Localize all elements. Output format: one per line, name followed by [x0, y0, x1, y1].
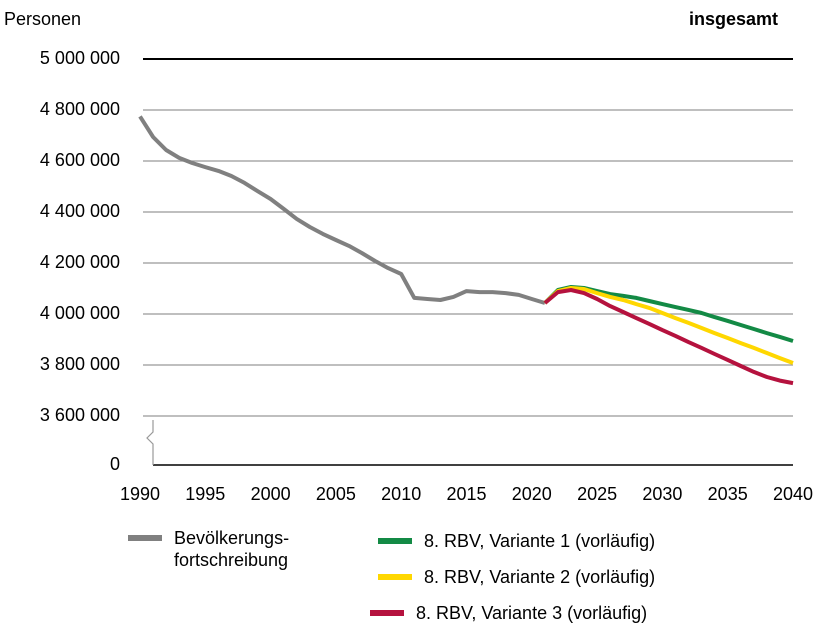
- y-tick-label: 3 600 000: [40, 405, 120, 425]
- legend-label: 8. RBV, Variante 2 (vorläufig): [424, 567, 656, 587]
- x-tick-label: 2020: [512, 484, 552, 504]
- legend-item: Bevölkerungs- fortschreibung: [128, 527, 289, 571]
- x-tick-label: 2010: [381, 484, 421, 504]
- legend-item: 8. RBV, Variante 3 (vorläufig): [370, 602, 647, 624]
- x-tick-label: 2035: [708, 484, 748, 504]
- legend-label: 8. RBV, Variante 3 (vorläufig): [416, 603, 648, 623]
- x-tick-label: 2005: [316, 484, 356, 504]
- y-tick-label: 4 200 000: [40, 252, 120, 272]
- x-tick-label: 2030: [642, 484, 682, 504]
- y-tick-label: 5 000 000: [40, 48, 120, 68]
- legend-swatch: [128, 535, 162, 541]
- y-tick-label: 4 800 000: [40, 99, 120, 119]
- legend-label: 8. RBV, Variante 1 (vorläufig): [424, 531, 656, 551]
- chart-title: insgesamt: [689, 9, 778, 29]
- y-tick-label: 0: [110, 454, 120, 474]
- y-tick-label: 3 800 000: [40, 354, 120, 374]
- chart: Personen insgesamt 0 3 600 000 3 800 000 4 …: [4, 9, 813, 504]
- legend-item: 8. RBV, Variante 1 (vorläufig): [378, 530, 655, 552]
- legend-label: Bevölkerungs- fortschreibung: [174, 528, 290, 570]
- x-tick-label: 2040: [773, 484, 813, 504]
- y-axis-label: Personen: [4, 9, 81, 29]
- x-tick-label: 1990: [120, 484, 160, 504]
- x-tick-label: 2015: [446, 484, 486, 504]
- series-line: [138, 115, 546, 305]
- x-tick-label: 2000: [251, 484, 291, 504]
- legend-item: 8. RBV, Variante 2 (vorläufig): [378, 566, 655, 588]
- x-tick-label: 2025: [577, 484, 617, 504]
- axis-break: [146, 420, 154, 465]
- x-tick-label: 1995: [185, 484, 225, 504]
- y-tick-label: 4 600 000: [40, 150, 120, 170]
- y-tick-label: 4 400 000: [40, 201, 120, 221]
- legend-swatch: [378, 538, 412, 544]
- legend-swatch: [370, 610, 404, 616]
- legend-swatch: [378, 574, 412, 580]
- y-tick-label: 4 000 000: [40, 303, 120, 323]
- series-line: [543, 286, 794, 365]
- series-line: [543, 288, 794, 386]
